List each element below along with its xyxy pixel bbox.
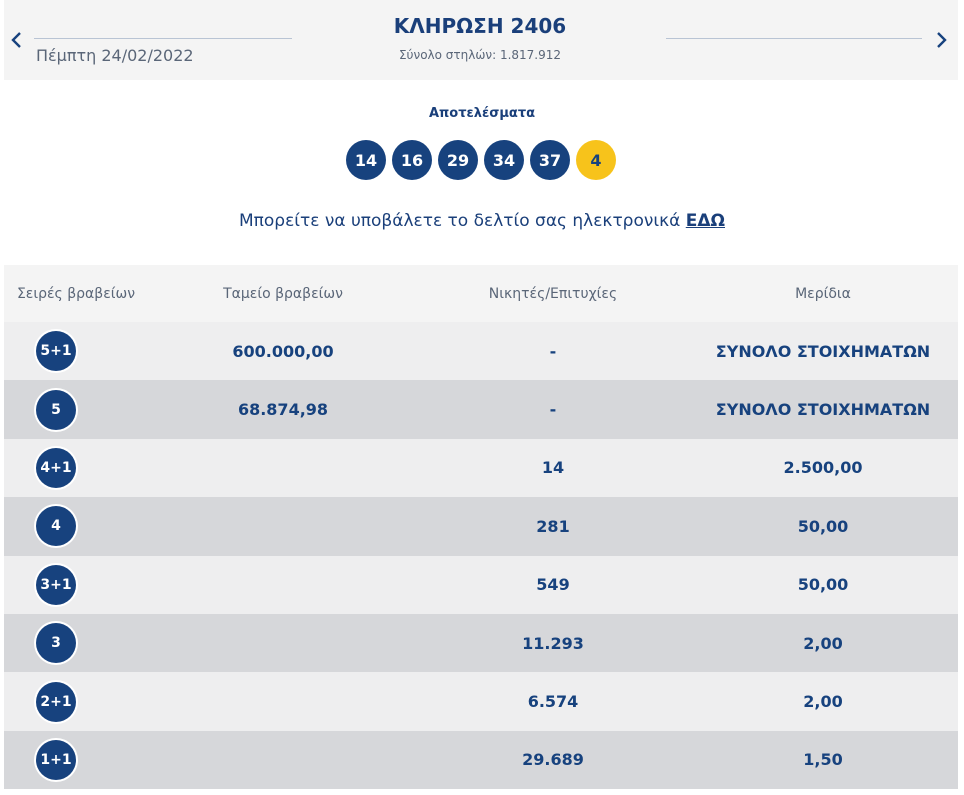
share-value: 2,00	[803, 633, 843, 653]
header-divider-right	[666, 38, 922, 39]
table-header: Σειρές βραβείων Ταμείο βραβείων Νικητές/…	[4, 265, 958, 322]
table-row: 4+1 14 2.500,00	[4, 438, 958, 498]
header-winners: Νικητές/Επιτυχίες	[488, 285, 618, 302]
prize-table: Σειρές βραβείων Ταμείο βραβείων Νικητές/…	[4, 265, 958, 790]
prize-category-badge: 1+1	[36, 739, 76, 780]
prize-category-badge: 4+1	[36, 447, 76, 488]
submit-online-text: Μπορείτε να υποβάλετε το δελτίο σας ηλεκ…	[238, 211, 681, 231]
winners-count: -	[549, 341, 557, 361]
table-row: 5+1 600.000,00 - ΣΥΝΟΛΟ ΣΤΟΙΧΗΜΑΤΩΝ	[4, 322, 958, 381]
prize-category-badge: 3	[36, 623, 76, 664]
winners-count: 549	[536, 575, 570, 595]
total-columns: Σύνολο στηλών: 1.817.912	[398, 48, 562, 62]
table-row: 4 281 50,00	[4, 497, 958, 556]
share-value: 1,50	[803, 750, 843, 770]
table-row: 1+1 29.689 1,50	[4, 730, 958, 790]
winning-number: 34	[484, 140, 524, 180]
results-label: Αποτελέσματα	[428, 106, 536, 121]
prize-category-badge: 5	[36, 389, 76, 430]
chevron-left-icon	[11, 32, 21, 48]
prize-category-badge: 3+1	[36, 564, 76, 605]
table-row: 5 68.874,98 - ΣΥΝΟΛΟ ΣΤΟΙΧΗΜΑΤΩΝ	[4, 380, 958, 439]
prize-fund: 600.000,00	[232, 341, 334, 361]
winners-count: -	[549, 400, 557, 420]
draw-header: Πέμπτη 24/02/2022 ΚΛΗΡΩΣΗ 2406 Σύνολο στ…	[4, 0, 958, 80]
share-value: 50,00	[797, 575, 849, 595]
share-value: 2.500,00	[783, 458, 863, 478]
prize-category-badge: 2+1	[36, 681, 76, 722]
share-value: ΣΥΝΟΛΟ ΣΤΟΙΧΗΜΑΤΩΝ	[715, 400, 931, 420]
submit-online-line: Μπορείτε να υποβάλετε το δελτίο σας ηλεκ…	[0, 211, 964, 231]
bonus-number: 4	[576, 140, 616, 180]
table-row: 3+1 549 50,00	[4, 555, 958, 614]
header-prize-category: Σειρές βραβείων	[16, 285, 136, 302]
winning-number: 16	[392, 140, 432, 180]
submit-online-link[interactable]: ΕΔΩ	[685, 211, 725, 231]
winners-count: 11.293	[522, 633, 584, 653]
prize-fund: 68.874,98	[237, 400, 329, 420]
winning-number: 29	[438, 140, 478, 180]
header-shares: Μερίδια	[795, 285, 851, 302]
header-divider-left	[34, 38, 292, 39]
draw-date: Πέμπτη 24/02/2022	[36, 46, 194, 65]
table-row: 2+1 6.574 2,00	[4, 672, 958, 731]
prize-category-badge: 4	[36, 506, 76, 547]
header-prize-fund: Ταμείο βραβείων	[223, 285, 343, 302]
share-value: 2,00	[803, 692, 843, 712]
winners-count: 281	[536, 516, 570, 536]
winning-number: 14	[346, 140, 386, 180]
table-row: 3 11.293 2,00	[4, 613, 958, 673]
winners-count: 14	[541, 458, 565, 478]
next-draw-button[interactable]	[930, 22, 954, 58]
chevron-right-icon	[937, 32, 947, 48]
draw-title: ΚΛΗΡΩΣΗ 2406	[393, 14, 567, 38]
prize-category-badge: 5+1	[36, 331, 76, 372]
share-value: ΣΥΝΟΛΟ ΣΤΟΙΧΗΜΑΤΩΝ	[715, 341, 931, 361]
winning-numbers: 14 16 29 34 37 4	[346, 140, 616, 180]
share-value: 50,00	[797, 516, 849, 536]
winning-number: 37	[530, 140, 570, 180]
previous-draw-button[interactable]	[4, 22, 28, 58]
winners-count: 6.574	[527, 692, 579, 712]
winners-count: 29.689	[522, 750, 584, 770]
